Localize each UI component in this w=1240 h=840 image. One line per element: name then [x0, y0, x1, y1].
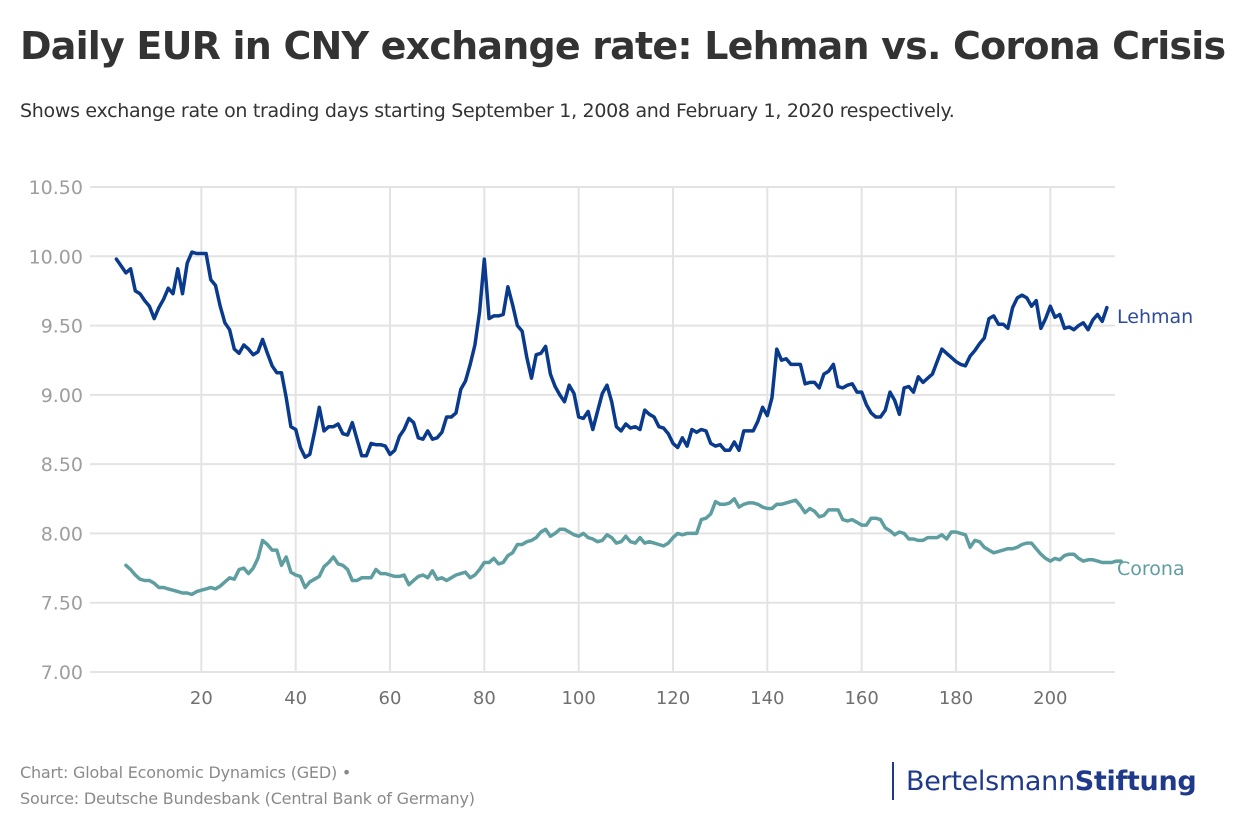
y-gridlines — [90, 186, 1115, 673]
y-tick-label: 7.00 — [41, 662, 83, 684]
series-label-lehman: Lehman — [1117, 306, 1193, 328]
y-tick-label: 9.00 — [41, 385, 83, 407]
series-line-lehman — [114, 250, 1109, 459]
logo-text-bold: Stiftung — [1074, 765, 1197, 797]
series-label-corona: Corona — [1117, 558, 1185, 580]
y-tick-label: 8.00 — [41, 523, 83, 545]
x-tick-label: 80 — [473, 688, 496, 709]
x-gridlines — [200, 187, 1052, 672]
x-tick-label: 120 — [656, 688, 690, 709]
series-line-corona — [124, 497, 1123, 597]
chart-footer: Chart: Global Economic Dynamics (GED) • … — [20, 760, 475, 812]
y-tick-label: 10.50 — [29, 177, 83, 199]
series-labels: Lehman Corona — [1117, 306, 1193, 580]
y-tick-label: 8.50 — [41, 454, 83, 476]
chart-subtitle: Shows exchange rate on trading days star… — [20, 100, 955, 122]
x-tick-label: 100 — [561, 688, 595, 709]
x-tick-label: 20 — [190, 688, 213, 709]
line-chart: 7.00 7.50 8.00 8.50 9.00 9.50 10.00 10.50 20 40 6… — [29, 177, 1194, 709]
x-tick-label: 200 — [1033, 688, 1067, 709]
logo-bar — [892, 762, 894, 800]
x-tick-label: 180 — [939, 688, 973, 709]
y-axis-labels: 7.00 7.50 8.00 8.50 9.00 9.50 10.00 10.50 — [29, 177, 83, 684]
x-axis-labels: 20 40 60 80 100 120 140 160 180 200 — [190, 688, 1068, 709]
bertelsmann-stiftung-logo: BertelsmannStiftung — [892, 762, 1197, 800]
x-tick-label: 40 — [284, 688, 307, 709]
y-tick-label: 9.50 — [41, 316, 83, 338]
chart-source: Source: Deutsche Bundesbank (Central Ban… — [20, 789, 475, 808]
series-lines — [114, 250, 1123, 597]
x-tick-label: 160 — [844, 688, 878, 709]
y-tick-label: 10.00 — [29, 246, 83, 268]
chart-title: Daily EUR in CNY exchange rate: Lehman v… — [20, 24, 1226, 68]
x-tick-label: 140 — [750, 688, 784, 709]
x-tick-label: 60 — [379, 688, 402, 709]
logo-text-regular: Bertelsmann — [906, 765, 1075, 797]
logo-text: BertelsmannStiftung — [906, 765, 1197, 797]
chart-credit: Chart: Global Economic Dynamics (GED) • — [20, 763, 352, 782]
y-tick-label: 7.50 — [41, 593, 83, 615]
